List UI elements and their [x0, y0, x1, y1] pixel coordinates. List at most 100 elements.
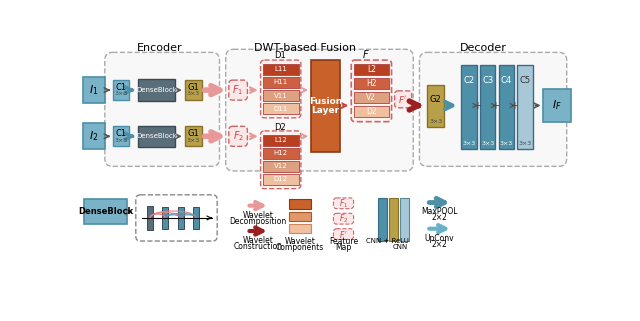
Bar [138, 79, 175, 101]
Bar [184, 80, 202, 100]
FancyBboxPatch shape [136, 195, 217, 241]
Text: CNN: CNN [392, 244, 408, 250]
FancyBboxPatch shape [260, 131, 301, 189]
Text: Decoder: Decoder [460, 43, 506, 53]
Text: $I_2$: $I_2$ [89, 129, 99, 143]
Bar [289, 212, 311, 221]
Bar [263, 135, 298, 145]
Text: 3×3: 3×3 [500, 141, 513, 146]
Bar [311, 60, 340, 152]
FancyBboxPatch shape [105, 52, 220, 166]
Text: C5: C5 [519, 76, 531, 85]
Text: V2: V2 [367, 93, 376, 102]
Text: DenseBlock: DenseBlock [136, 87, 177, 93]
Bar [83, 77, 105, 103]
Bar [83, 123, 105, 149]
Bar [184, 126, 202, 146]
Text: Decomposition: Decomposition [230, 217, 287, 226]
Text: C4: C4 [500, 76, 512, 85]
Text: Map: Map [335, 243, 351, 252]
Text: 2×2: 2×2 [431, 213, 447, 222]
Text: +: + [492, 100, 499, 110]
Text: Wavelet: Wavelet [243, 236, 274, 245]
Bar [400, 198, 408, 241]
Text: C1: C1 [115, 82, 127, 91]
Text: DenseBlock: DenseBlock [78, 207, 133, 216]
Text: MaxPOOL: MaxPOOL [421, 207, 458, 216]
Text: Wavelet: Wavelet [243, 211, 274, 220]
Text: F: F [362, 50, 368, 60]
Bar [193, 207, 199, 229]
Bar [289, 199, 311, 209]
Bar [147, 206, 153, 230]
Text: Layer: Layer [312, 106, 340, 115]
FancyBboxPatch shape [333, 213, 353, 224]
Text: CNN + ReLU: CNN + ReLU [366, 238, 409, 244]
Text: DenseBlock: DenseBlock [136, 133, 177, 139]
Text: 3×3: 3×3 [429, 119, 442, 124]
Bar [138, 126, 175, 147]
Text: Feature: Feature [329, 237, 358, 246]
Text: C3: C3 [482, 76, 493, 85]
Text: L2: L2 [367, 65, 376, 74]
Bar [162, 207, 168, 229]
Bar [263, 77, 298, 88]
Text: V11: V11 [274, 92, 287, 99]
Bar [263, 174, 298, 185]
Text: 3×3: 3×3 [518, 141, 531, 146]
Text: $I_F$: $I_F$ [552, 99, 563, 112]
Bar [263, 148, 298, 159]
Bar [389, 198, 397, 241]
Bar [499, 65, 514, 149]
Text: D1: D1 [274, 51, 286, 60]
Text: D2: D2 [274, 123, 286, 132]
Text: H12: H12 [274, 150, 288, 156]
Bar [263, 64, 298, 75]
Text: $F'$: $F'$ [399, 94, 408, 105]
FancyBboxPatch shape [333, 229, 353, 239]
Text: G1: G1 [188, 129, 199, 138]
FancyBboxPatch shape [229, 80, 248, 100]
Text: $F'$: $F'$ [339, 229, 348, 239]
Bar [543, 89, 572, 122]
FancyBboxPatch shape [226, 49, 413, 171]
Text: D12: D12 [274, 177, 288, 182]
Text: Encoder: Encoder [137, 43, 182, 53]
Bar [480, 65, 495, 149]
Text: Components: Components [276, 243, 324, 252]
Text: 3×3: 3×3 [186, 138, 200, 143]
Text: $F_2$: $F_2$ [339, 213, 348, 225]
Text: G2: G2 [430, 95, 442, 104]
FancyBboxPatch shape [395, 91, 412, 108]
Text: +: + [510, 100, 518, 110]
Text: $F_1$: $F_1$ [232, 83, 244, 97]
Text: Construction: Construction [234, 242, 283, 251]
Bar [263, 90, 298, 101]
FancyBboxPatch shape [419, 52, 566, 166]
Bar [353, 106, 389, 117]
Bar [263, 161, 298, 172]
Text: Wavelet: Wavelet [285, 237, 316, 246]
Text: 3×3: 3×3 [115, 138, 128, 143]
Text: L12: L12 [275, 137, 287, 143]
Text: H11: H11 [274, 79, 288, 85]
Text: UpConv: UpConv [425, 234, 454, 243]
Bar [353, 64, 389, 75]
Text: +: + [473, 100, 481, 110]
Text: $I_1$: $I_1$ [89, 83, 99, 97]
Bar [461, 65, 477, 149]
Bar [517, 65, 532, 149]
Text: H2: H2 [366, 79, 377, 88]
Text: D11: D11 [274, 106, 288, 112]
FancyBboxPatch shape [260, 60, 301, 118]
Text: 3×3: 3×3 [463, 141, 476, 146]
Text: DWT-based Fusion: DWT-based Fusion [253, 43, 356, 53]
Bar [289, 224, 311, 233]
Text: 3×3: 3×3 [481, 141, 494, 146]
Bar [428, 85, 444, 127]
Text: $F_2$: $F_2$ [232, 129, 244, 143]
Text: C2: C2 [463, 76, 475, 85]
Text: 2×2: 2×2 [431, 240, 447, 249]
Bar [113, 126, 129, 146]
Bar [263, 103, 298, 114]
